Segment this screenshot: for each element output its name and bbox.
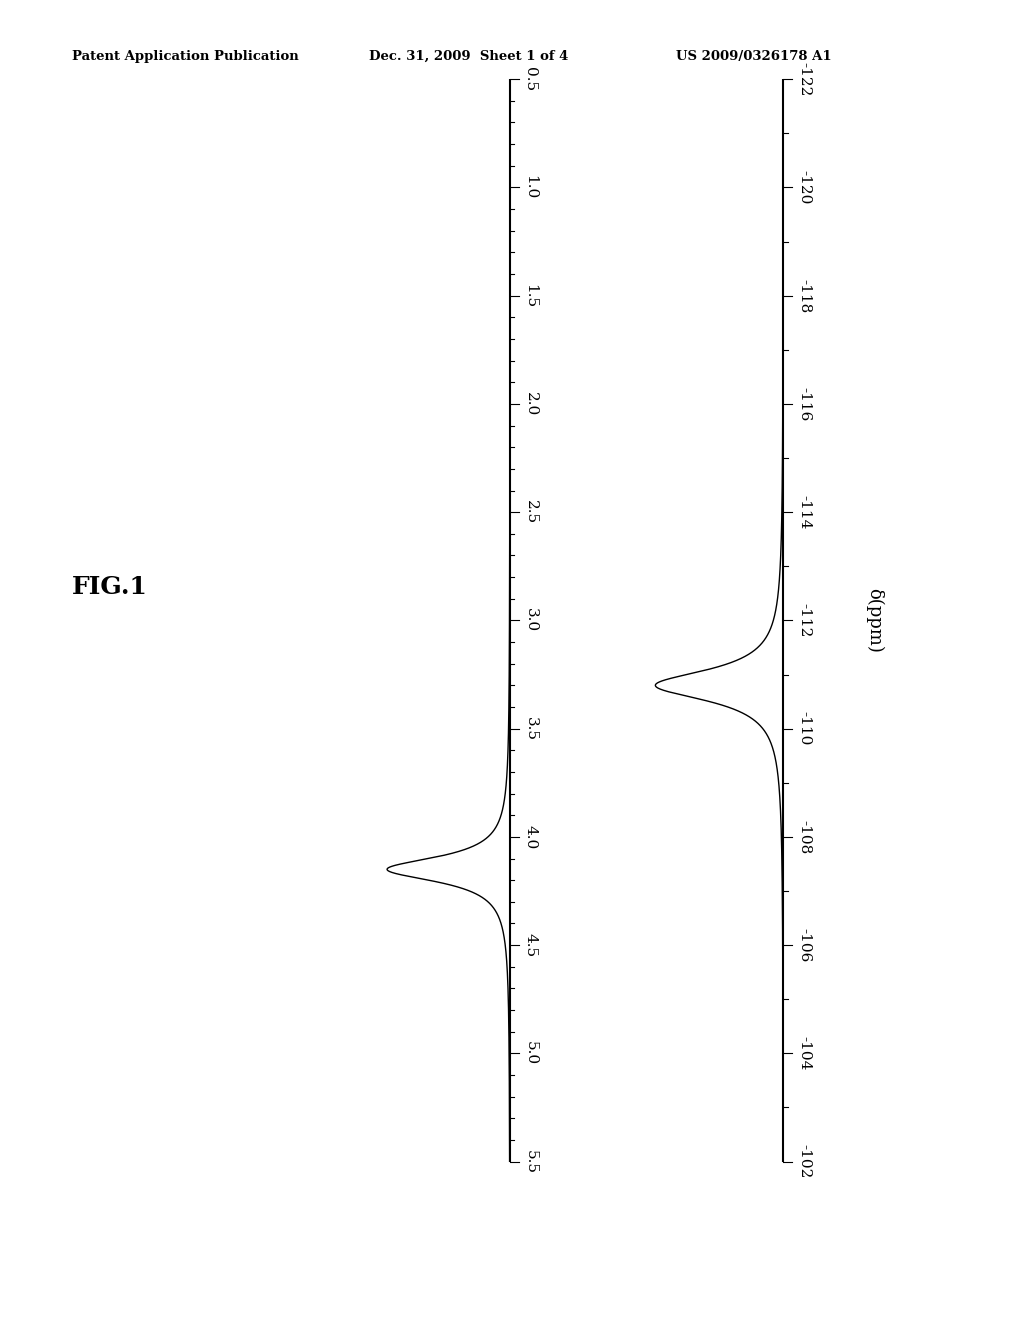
Text: 1.5: 1.5 (523, 284, 538, 308)
Text: 3.5: 3.5 (523, 717, 538, 741)
Text: 4.0: 4.0 (523, 825, 538, 849)
Text: 0.5: 0.5 (523, 67, 538, 91)
Text: Dec. 31, 2009  Sheet 1 of 4: Dec. 31, 2009 Sheet 1 of 4 (369, 50, 568, 63)
Text: -112: -112 (798, 603, 811, 638)
Text: US 2009/0326178 A1: US 2009/0326178 A1 (676, 50, 831, 63)
Text: -102: -102 (798, 1144, 811, 1179)
Text: Patent Application Publication: Patent Application Publication (72, 50, 298, 63)
Text: -120: -120 (798, 170, 811, 205)
Text: 5.0: 5.0 (523, 1041, 538, 1065)
Text: -108: -108 (798, 820, 811, 854)
Text: -104: -104 (798, 1036, 811, 1071)
Text: 1.0: 1.0 (523, 176, 538, 199)
Text: 2.5: 2.5 (523, 500, 538, 524)
Text: -114: -114 (798, 495, 811, 529)
Text: 3.0: 3.0 (523, 609, 538, 632)
Text: 5.5: 5.5 (523, 1150, 538, 1173)
Text: -110: -110 (798, 711, 811, 746)
Text: -106: -106 (798, 928, 811, 962)
Text: 2.0: 2.0 (523, 392, 538, 416)
Text: FIG.1: FIG.1 (72, 576, 147, 599)
Text: 4.5: 4.5 (523, 933, 538, 957)
Text: δ(ppm): δ(ppm) (865, 587, 884, 653)
Text: -118: -118 (798, 279, 811, 313)
Text: -116: -116 (798, 387, 811, 421)
Text: -122: -122 (798, 62, 811, 96)
